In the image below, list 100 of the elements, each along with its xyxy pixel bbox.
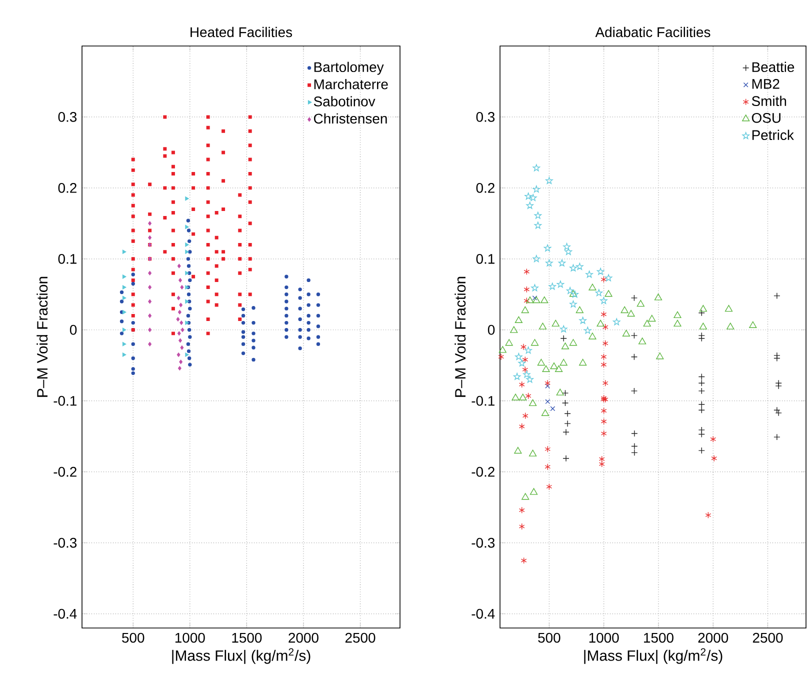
point xyxy=(556,280,564,288)
point xyxy=(512,394,520,400)
point xyxy=(562,428,570,436)
point xyxy=(562,400,569,406)
legend-label: Beattie xyxy=(752,62,794,72)
point xyxy=(544,380,550,386)
point xyxy=(122,250,126,254)
point xyxy=(524,286,530,293)
point xyxy=(520,557,527,564)
point xyxy=(176,296,180,300)
point xyxy=(749,321,757,328)
point xyxy=(176,317,180,322)
point xyxy=(526,202,534,209)
point xyxy=(528,450,537,456)
point xyxy=(724,304,733,312)
point xyxy=(774,434,780,440)
point xyxy=(602,340,608,347)
x-tick-label: 2000 xyxy=(288,632,318,643)
point xyxy=(523,370,530,378)
legend-label: Smith xyxy=(752,96,786,106)
point xyxy=(600,310,607,318)
y-tick-label: 0.2 xyxy=(58,182,76,193)
point xyxy=(698,401,705,408)
point xyxy=(564,248,572,255)
x-tick-label: 1000 xyxy=(589,632,619,643)
point xyxy=(774,352,780,359)
point xyxy=(185,352,189,357)
point xyxy=(726,322,734,330)
point xyxy=(595,289,603,296)
point xyxy=(570,300,577,308)
point xyxy=(122,328,126,332)
point xyxy=(177,264,181,268)
point xyxy=(698,430,705,438)
point xyxy=(579,358,587,366)
chart-title: Heated Facilities xyxy=(190,26,292,38)
point xyxy=(177,331,181,336)
point xyxy=(600,407,607,414)
y-tick-label: -0.1 xyxy=(54,396,76,406)
point xyxy=(179,302,183,308)
point xyxy=(542,365,550,372)
point xyxy=(532,295,538,300)
point xyxy=(630,332,638,339)
point xyxy=(555,365,563,372)
legend-label: Bartolomey xyxy=(314,62,384,75)
point xyxy=(532,255,540,262)
point xyxy=(550,362,558,370)
point xyxy=(566,287,574,294)
point xyxy=(524,346,532,354)
point xyxy=(122,310,126,314)
point xyxy=(569,339,578,346)
point xyxy=(548,282,556,290)
x-axis-title: |Mass Flux| (kg/m$^{2}$/s) xyxy=(584,648,722,664)
point xyxy=(558,259,566,266)
point xyxy=(532,296,540,304)
y-tick-label: 0.3 xyxy=(58,112,77,122)
point xyxy=(562,390,569,396)
point xyxy=(546,177,553,184)
point xyxy=(775,380,782,386)
point xyxy=(564,420,571,427)
point xyxy=(602,324,608,330)
point xyxy=(631,449,638,456)
point xyxy=(185,196,189,201)
point xyxy=(544,244,552,252)
point xyxy=(538,322,547,330)
point xyxy=(698,406,705,414)
y-tick-label: 0.2 xyxy=(476,182,494,193)
point xyxy=(122,352,126,357)
point xyxy=(698,426,705,434)
point xyxy=(534,212,542,219)
x-tick-label: 1000 xyxy=(175,632,205,643)
legend-label: MB2 xyxy=(752,78,780,89)
point xyxy=(513,372,521,380)
point xyxy=(560,358,568,366)
point xyxy=(699,322,707,330)
point xyxy=(698,332,705,339)
point xyxy=(514,446,522,454)
point xyxy=(178,366,182,370)
point xyxy=(604,290,612,297)
x-tick-label: 2000 xyxy=(698,632,728,643)
point xyxy=(520,344,526,350)
point xyxy=(524,192,532,200)
point xyxy=(540,296,548,304)
point xyxy=(576,262,584,270)
point xyxy=(122,342,126,346)
x-axis-title: |Mass Flux| (kg/m$^{2}$/s) xyxy=(172,648,310,664)
point xyxy=(530,339,539,346)
y-tick-label: -0.4 xyxy=(54,608,77,619)
point xyxy=(185,242,189,247)
point xyxy=(550,406,556,412)
point xyxy=(498,354,504,360)
legend-label: Christensen xyxy=(314,113,387,124)
point xyxy=(522,412,528,420)
point xyxy=(631,442,638,450)
point xyxy=(630,354,638,360)
y-axis-title: P–M Void Fraction xyxy=(36,276,48,397)
point xyxy=(178,310,182,314)
point xyxy=(522,356,528,364)
y-tick-label: 0 xyxy=(70,324,77,335)
point xyxy=(498,346,506,353)
point xyxy=(185,299,189,304)
